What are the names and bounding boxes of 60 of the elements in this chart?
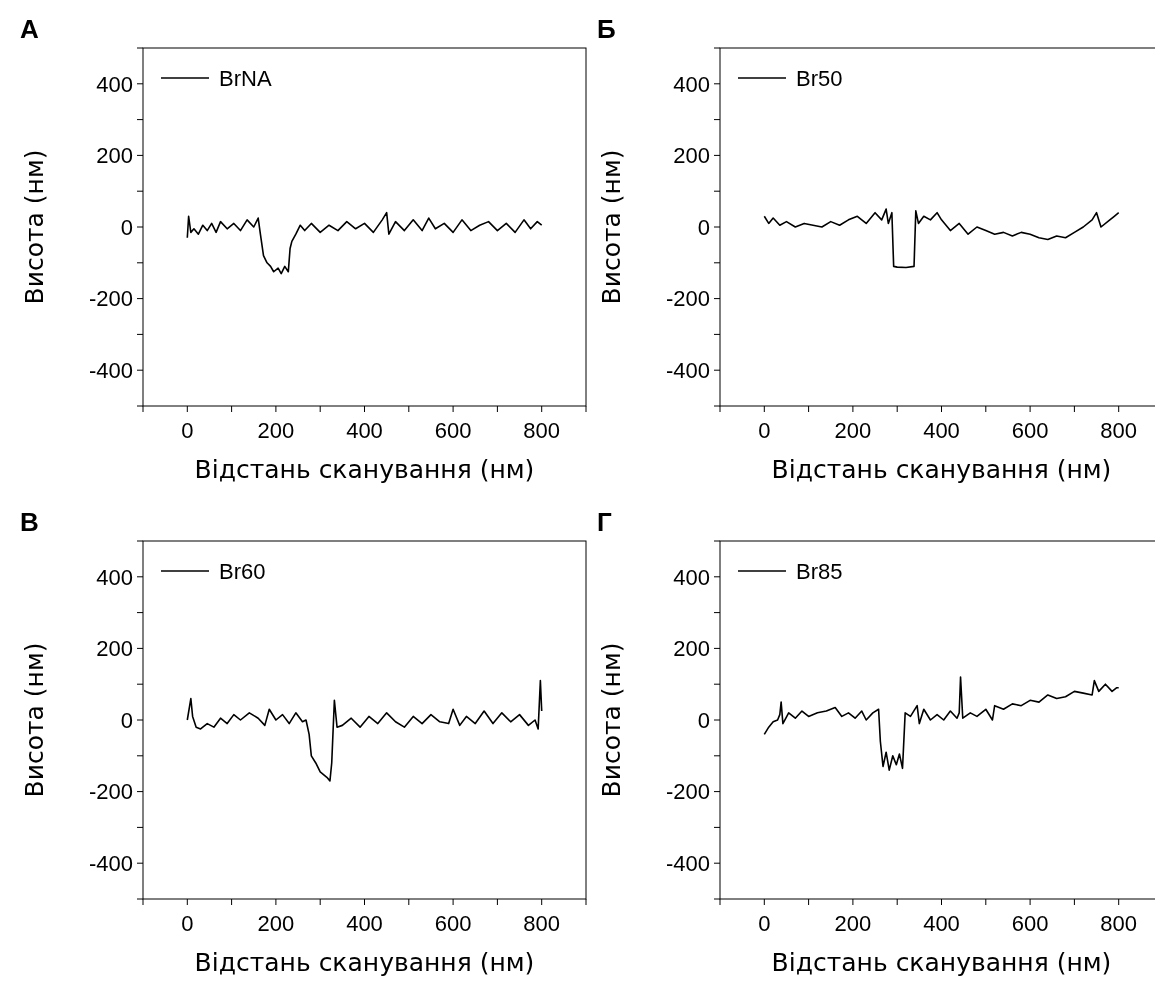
x-tick-label: 400	[346, 911, 383, 936]
x-axis-title: Відстань сканування (нм)	[771, 948, 1112, 977]
y-tick-label: -200	[665, 779, 710, 805]
x-tick-label: 600	[434, 418, 472, 443]
x-tick-label: 400	[923, 911, 960, 936]
chart-title: А	[20, 14, 39, 44]
x-tick-label: 200	[834, 418, 872, 443]
y-tick-label: -200	[665, 286, 710, 312]
legend-label: BrNA	[219, 65, 272, 91]
x-tick-label: 200	[834, 911, 872, 936]
y-tick-label: 0	[697, 214, 710, 240]
chart-title: Г	[597, 507, 612, 537]
y-axis-title: Висота (нм)	[20, 149, 49, 305]
x-tick-label: 0	[181, 418, 194, 443]
x-tick-label: 800	[1100, 418, 1138, 443]
y-tick-label: -400	[88, 357, 133, 383]
x-axis-title: Відстань сканування (нм)	[194, 948, 535, 977]
x-tick-label: 400	[923, 418, 960, 443]
y-tick-label: -200	[88, 779, 133, 805]
x-axis-title: Відстань сканування (нм)	[194, 455, 535, 484]
y-axis-title: Висота (нм)	[20, 642, 49, 798]
y-tick-label: 0	[120, 214, 133, 240]
y-tick-label: 200	[673, 636, 710, 662]
x-tick-label: 800	[1100, 911, 1138, 936]
x-tick-label: 600	[1011, 418, 1049, 443]
y-tick-label: 0	[697, 707, 710, 733]
x-tick-label: 0	[758, 911, 771, 936]
x-tick-label: 600	[1011, 911, 1049, 936]
x-tick-label: 600	[434, 911, 472, 936]
y-tick-label: 200	[96, 636, 133, 662]
x-tick-label: 400	[346, 418, 383, 443]
x-tick-label: 800	[523, 911, 561, 936]
line-series	[763, 676, 1120, 771]
y-tick-label: 400	[673, 564, 710, 590]
y-tick-label: 400	[673, 71, 710, 97]
y-tick-label: -400	[665, 850, 710, 876]
x-tick-label: 200	[257, 911, 295, 936]
y-tick-label: 200	[673, 143, 710, 169]
chart-title: Б	[597, 14, 616, 44]
y-axis-title: Висота (нм)	[597, 149, 626, 305]
y-tick-label: 400	[96, 71, 133, 97]
line-series	[763, 208, 1120, 269]
y-axis-title: Висота (нм)	[597, 642, 626, 798]
line-series	[186, 211, 543, 275]
line-series	[186, 679, 543, 782]
y-tick-label: 400	[96, 564, 133, 590]
x-tick-label: 800	[523, 418, 561, 443]
x-tick-label: 200	[257, 418, 295, 443]
legend-label: Br60	[219, 558, 266, 584]
legend-label: Br50	[796, 65, 843, 91]
y-tick-label: -200	[88, 286, 133, 312]
chart-title: В	[20, 507, 39, 537]
y-tick-label: 0	[120, 707, 133, 733]
x-tick-label: 0	[758, 418, 771, 443]
x-tick-label: 0	[181, 911, 194, 936]
x-axis-title: Відстань сканування (нм)	[771, 455, 1112, 484]
y-tick-label: 200	[96, 143, 133, 169]
legend-label: Br85	[796, 558, 843, 584]
y-tick-label: -400	[88, 850, 133, 876]
y-tick-label: -400	[665, 357, 710, 383]
